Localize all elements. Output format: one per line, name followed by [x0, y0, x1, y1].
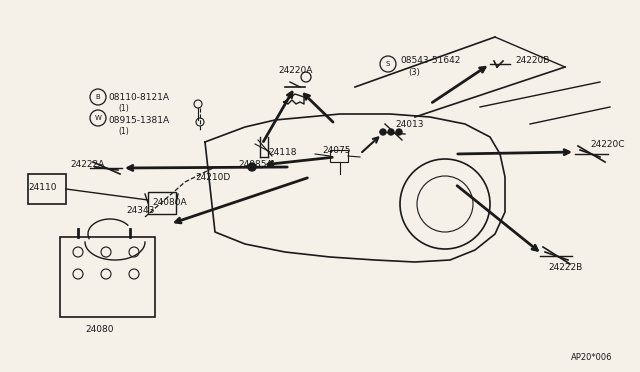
Text: 24220B: 24220B — [515, 55, 549, 64]
Text: (1): (1) — [118, 103, 129, 112]
Text: 24080A: 24080A — [152, 198, 187, 206]
Text: W: W — [95, 115, 101, 121]
Text: (3): (3) — [408, 67, 420, 77]
Text: 24222B: 24222B — [548, 263, 582, 272]
Text: 08110-8121A: 08110-8121A — [108, 93, 169, 102]
Text: 24075: 24075 — [322, 145, 351, 154]
FancyBboxPatch shape — [60, 237, 155, 317]
Text: B: B — [95, 94, 100, 100]
Text: 24110: 24110 — [28, 183, 56, 192]
Text: S: S — [386, 61, 390, 67]
Circle shape — [396, 129, 402, 135]
Text: 08915-1381A: 08915-1381A — [108, 115, 169, 125]
Text: AP20*006: AP20*006 — [570, 353, 612, 362]
Text: 24080: 24080 — [86, 326, 115, 334]
Circle shape — [388, 129, 394, 135]
Circle shape — [380, 129, 386, 135]
Text: 24210D: 24210D — [195, 173, 230, 182]
Text: 24118: 24118 — [268, 148, 296, 157]
Text: 24013: 24013 — [395, 119, 424, 128]
Text: 24220A: 24220A — [278, 65, 312, 74]
Text: 24085A: 24085A — [238, 160, 273, 169]
Text: (1): (1) — [118, 126, 129, 135]
Text: 24220C: 24220C — [590, 140, 625, 148]
Text: 24222A: 24222A — [70, 160, 104, 169]
Text: 24343: 24343 — [127, 205, 155, 215]
Text: 08543-51642: 08543-51642 — [400, 55, 460, 64]
Circle shape — [248, 163, 256, 171]
